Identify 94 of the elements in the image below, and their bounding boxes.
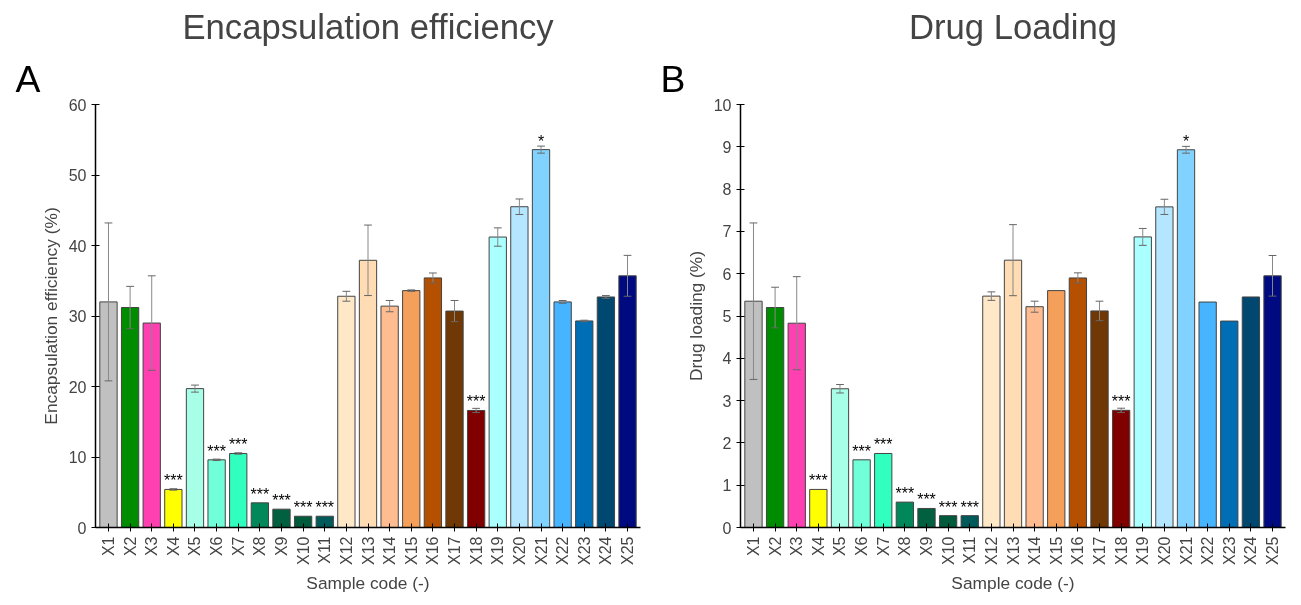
annotation: ***	[852, 442, 871, 460]
x-tick-label: X2	[766, 536, 784, 557]
x-tick-label: X4	[809, 536, 827, 557]
x-tick-label: X6	[208, 536, 226, 557]
x-tick-label: X22	[1199, 536, 1217, 565]
y-tick-label: 2	[722, 434, 732, 452]
x-tick-label: X13	[1004, 536, 1022, 565]
x-tick-label: X5	[831, 536, 849, 557]
x-tick-label: X7	[229, 536, 247, 557]
y-tick-label: 7	[722, 223, 732, 241]
x-tick-label: X16	[424, 536, 442, 565]
y-tick-label: 30	[68, 308, 87, 325]
y-tick-label: 1	[722, 477, 732, 495]
x-tick-label: X21	[532, 536, 550, 565]
x-tick-label: X23	[1220, 536, 1238, 565]
annotation: ***	[315, 499, 335, 517]
x-tick-label: X19	[489, 536, 507, 565]
x-tick-label: X15	[402, 536, 420, 565]
y-tick-label: 6	[722, 265, 732, 283]
x-tick-label: X9	[272, 536, 290, 557]
annotation: ***	[164, 472, 183, 490]
y-tick-label: 60	[68, 96, 87, 114]
y-tick-label: 8	[722, 181, 732, 199]
x-tick-label: X8	[251, 536, 269, 557]
x-tick-label: X15	[1047, 536, 1065, 565]
x-tick-label: X20	[1155, 536, 1173, 565]
annotation: ***	[272, 492, 291, 510]
x-tick-label: X3	[143, 536, 161, 557]
annotation: ***	[873, 436, 893, 454]
y-tick-label: 9	[722, 138, 732, 156]
x-tick-label: X1	[99, 536, 117, 557]
y-tick-label: 10	[713, 96, 732, 114]
x-tick-label: X17	[1091, 536, 1109, 565]
annotation: ***	[809, 472, 828, 490]
x-tick-label: X16	[1069, 536, 1087, 565]
x-tick-label: X6	[853, 536, 871, 557]
x-tick-label: X11	[961, 536, 979, 564]
x-tick-label: X25	[619, 536, 637, 565]
y-tick-label: 5	[722, 308, 732, 325]
annotation: *	[1182, 132, 1190, 150]
x-tick-label: X20	[510, 536, 528, 565]
y-tick-label: 4	[722, 350, 732, 368]
y-axis-title: Encapsulation efficiency (%)	[40, 207, 61, 425]
x-tick-label: X13	[359, 536, 377, 565]
annotation: ***	[1111, 393, 1131, 411]
x-tick-label: X22	[554, 536, 572, 565]
chart-title: Drug Loading	[908, 7, 1118, 46]
annotation: ***	[960, 498, 980, 516]
annotation: ***	[466, 393, 486, 411]
annotation: ***	[207, 442, 226, 460]
annotation: ***	[917, 491, 936, 509]
y-tick-label: 40	[68, 237, 87, 255]
x-tick-label: X18	[1112, 536, 1130, 565]
y-tick-label: 20	[68, 378, 87, 396]
x-tick-label: X5	[186, 536, 204, 557]
x-tick-label: X24	[597, 536, 615, 565]
y-tick-label: 10	[68, 449, 87, 466]
text: A	[15, 57, 41, 100]
y-tick-label: 0	[722, 519, 732, 537]
x-tick-label: X3	[788, 536, 806, 557]
x-tick-label: X23	[575, 536, 593, 565]
y-tick-label: 0	[77, 519, 87, 537]
y-tick-label: 3	[722, 392, 732, 410]
x-tick-label: X21	[1177, 536, 1195, 565]
x-tick-label: X9	[917, 536, 935, 557]
x-tick-label: X10	[294, 536, 312, 565]
x-axis-title: Sample code (-)	[306, 572, 430, 593]
x-tick-label: X17	[446, 536, 464, 565]
annotation: ***	[250, 485, 270, 503]
x-tick-label: X2	[121, 536, 139, 557]
annotation: ***	[228, 436, 248, 454]
x-tick-label: X19	[1134, 536, 1152, 565]
x-tick-label: X12	[982, 536, 1000, 565]
annotation: ***	[293, 499, 313, 517]
text: B	[660, 57, 686, 100]
x-tick-label: X7	[874, 536, 892, 557]
annotation: *	[537, 132, 545, 150]
x-tick-label: X14	[381, 536, 399, 565]
y-axis-title: Drug loading (%)	[685, 250, 706, 382]
x-tick-label: X11	[316, 536, 334, 564]
x-tick-label: X25	[1264, 536, 1282, 565]
x-tick-label: X1	[744, 536, 762, 557]
x-tick-label: X18	[467, 536, 485, 565]
x-tick-label: X10	[939, 536, 957, 565]
annotation: ***	[895, 485, 915, 503]
x-axis-title: Sample code (-)	[951, 572, 1075, 593]
annotation: ***	[938, 498, 958, 516]
chart-title: Encapsulation efficiency	[182, 7, 555, 46]
x-tick-label: X8	[896, 536, 914, 557]
x-tick-label: X4	[164, 536, 182, 557]
y-tick-label: 50	[68, 167, 87, 184]
x-tick-label: X24	[1242, 536, 1260, 565]
x-tick-label: X14	[1026, 536, 1044, 565]
x-tick-label: X12	[337, 536, 355, 565]
